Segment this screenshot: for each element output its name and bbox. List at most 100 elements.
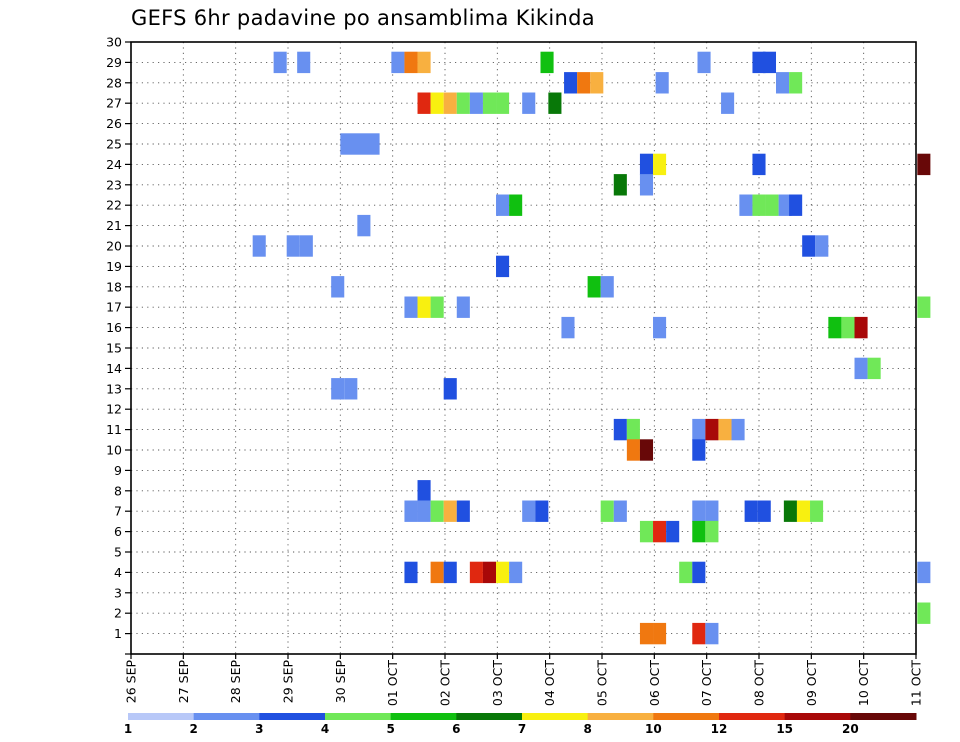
precip-cell [705, 418, 719, 441]
chart-title: GEFS 6hr padavine po ansamblima Kikinda [131, 6, 595, 30]
precip-cell [404, 561, 418, 584]
precip-cell [496, 194, 510, 216]
precip-cell [796, 500, 811, 522]
precip-cell [430, 296, 444, 318]
precip-cell [841, 316, 855, 339]
legend-label: 6 [452, 722, 460, 736]
precip-cell [340, 133, 380, 155]
precip-cell [482, 92, 497, 114]
precip-cell [286, 235, 300, 257]
precip-cell [577, 72, 591, 94]
y-tick-label: 5 [114, 545, 122, 560]
legend-swatch [719, 713, 786, 720]
y-tick-label: 17 [106, 300, 122, 315]
y-tick-label: 27 [106, 96, 122, 111]
precip-cell [469, 92, 483, 114]
precip-cell [778, 194, 792, 216]
precip-cell [600, 276, 614, 298]
precip-cell [443, 378, 457, 400]
precip-cell [252, 235, 266, 257]
precip-cell [417, 480, 431, 502]
precip-cell [443, 500, 457, 522]
precip-cell [752, 153, 766, 176]
y-tick-label: 21 [106, 218, 122, 233]
precip-cell [469, 561, 483, 584]
legend-swatch [784, 713, 851, 720]
legend-label: 1 [124, 722, 132, 736]
precip-cell [344, 378, 358, 400]
precip-cell [655, 72, 669, 94]
legend-label: 20 [842, 722, 859, 736]
legend-label: 15 [776, 722, 793, 736]
x-tick-label: 11 OCT [909, 660, 924, 706]
precip-cell [639, 174, 654, 196]
y-tick-label: 3 [114, 585, 122, 600]
precip-cell [666, 520, 680, 543]
precip-cell [600, 500, 614, 522]
x-tick-label: 07 OCT [699, 660, 714, 706]
precip-cell [810, 500, 824, 522]
precip-cell [613, 174, 627, 196]
precip-cell [613, 500, 627, 522]
precip-cell [522, 92, 536, 114]
precip-cell [692, 520, 706, 543]
y-tick-label: 22 [106, 198, 122, 213]
precip-cell [417, 500, 431, 522]
y-tick-label: 15 [106, 341, 122, 356]
precip-cell [404, 51, 418, 74]
y-tick-label: 23 [106, 177, 122, 192]
x-tick-label: 30 SEP [333, 660, 348, 704]
precip-cell [917, 153, 931, 176]
precip-cell [752, 51, 766, 74]
legend-label: 5 [386, 722, 394, 736]
precip-cell [430, 92, 444, 114]
precip-cell [496, 92, 510, 114]
precip-cell [721, 92, 735, 114]
legend-swatch [587, 713, 654, 720]
precip-cell [456, 92, 470, 114]
x-tick-label: 06 OCT [647, 660, 662, 706]
precip-cell [697, 51, 711, 74]
precip-cell [692, 561, 706, 584]
y-tick-label: 12 [106, 402, 122, 417]
precip-cell [299, 235, 313, 257]
plot-frame [130, 41, 917, 655]
precip-cell [331, 378, 345, 400]
precip-cell [692, 622, 706, 645]
precip-cell [639, 439, 654, 461]
precip-cell [297, 51, 311, 74]
precip-cell [639, 153, 654, 176]
precip-cell [752, 194, 766, 216]
precip-cell [692, 418, 706, 441]
y-tick-label: 29 [106, 55, 122, 70]
x-tick-label: 28 SEP [228, 660, 243, 704]
precip-cell [731, 418, 745, 441]
precip-cell [456, 500, 470, 522]
grid-lines [131, 42, 916, 654]
precip-cell [692, 500, 706, 522]
precip-cell [496, 561, 510, 584]
precip-cell [496, 255, 510, 278]
precip-cell [917, 602, 931, 624]
precip-cell [443, 561, 457, 584]
precip-cell [783, 500, 797, 522]
y-tick-label: 25 [106, 137, 122, 152]
precip-cell [653, 622, 667, 645]
precip-cell [765, 194, 779, 216]
y-tick-label: 24 [106, 157, 122, 172]
x-tick-label: 02 OCT [438, 660, 453, 706]
precip-cell [718, 418, 732, 441]
y-tick-label: 26 [106, 116, 122, 131]
x-tick-label: 26 SEP [124, 660, 139, 704]
legend-label: 4 [321, 722, 329, 736]
y-tick-label: 13 [106, 381, 122, 396]
precip-cell [653, 316, 667, 339]
precip-cell [430, 561, 444, 584]
legend-swatch [653, 713, 720, 720]
y-tick-label: 14 [106, 361, 122, 376]
y-tick-label: 4 [114, 565, 122, 580]
precip-cell [867, 357, 881, 380]
precip-cell [535, 500, 549, 522]
precip-cell [391, 51, 405, 74]
